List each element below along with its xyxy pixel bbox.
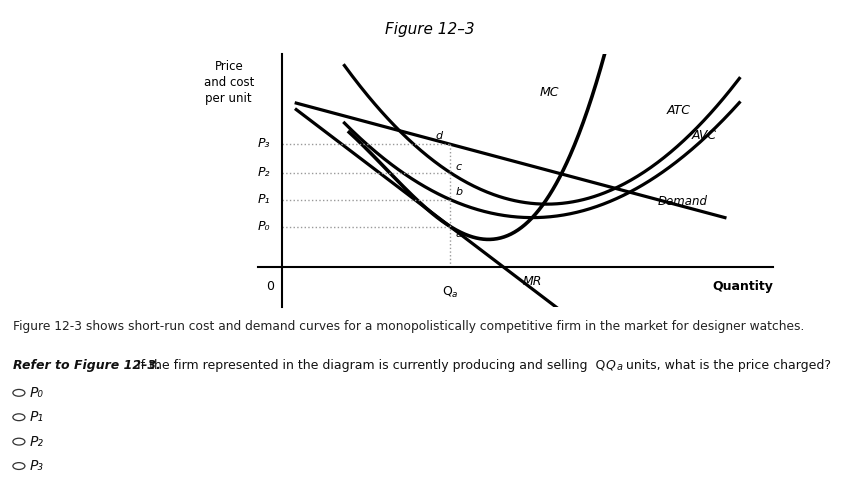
Text: ATC: ATC (667, 104, 691, 117)
Text: c: c (455, 162, 461, 172)
Text: P₂: P₂ (257, 166, 270, 179)
Text: a: a (455, 229, 462, 239)
Text: Q: Q (606, 359, 615, 372)
Text: P₁: P₁ (30, 410, 44, 424)
Text: d: d (436, 131, 443, 141)
Text: a: a (617, 362, 623, 371)
Text: 0: 0 (265, 281, 274, 293)
Text: P₂: P₂ (30, 435, 44, 448)
Text: If the firm represented in the diagram is currently producing and selling  Q: If the firm represented in the diagram i… (133, 359, 606, 372)
Text: MC: MC (539, 86, 559, 100)
Text: b: b (455, 187, 462, 198)
Text: units, what is the price charged?: units, what is the price charged? (622, 359, 831, 372)
Text: Refer to Figure 12–3.: Refer to Figure 12–3. (13, 359, 161, 372)
Text: P₃: P₃ (257, 137, 270, 150)
Text: Quantity: Quantity (712, 281, 773, 293)
Text: Demand: Demand (657, 195, 708, 208)
Text: Q$_a$: Q$_a$ (442, 285, 459, 300)
Text: P₀: P₀ (30, 386, 44, 400)
Text: Price
and cost
per unit: Price and cost per unit (204, 61, 254, 105)
Text: Figure 12–3: Figure 12–3 (385, 22, 474, 37)
Text: MR: MR (522, 275, 542, 288)
Text: P₀: P₀ (257, 220, 270, 233)
Text: Figure 12-3 shows short-run cost and demand curves for a monopolistically compet: Figure 12-3 shows short-run cost and dem… (13, 320, 804, 333)
Text: P₃: P₃ (30, 459, 44, 473)
Text: P₁: P₁ (257, 193, 270, 206)
Text: AVC: AVC (691, 129, 716, 142)
